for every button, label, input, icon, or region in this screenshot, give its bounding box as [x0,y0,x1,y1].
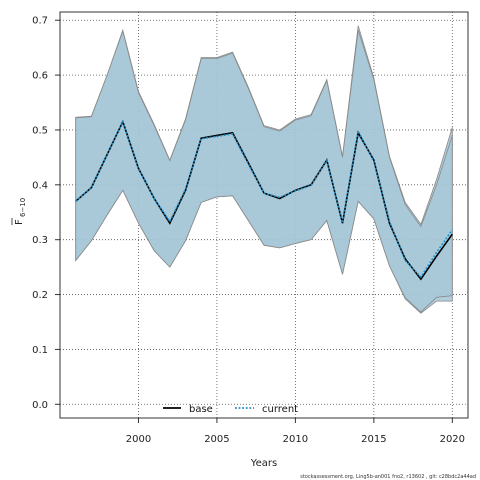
confidence-band-current [75,29,453,313]
y-axis-title: F 6−10 [11,198,27,225]
y-axis-title-subscript: 6−10 [19,198,27,217]
y-axis-ticks: 0.0 0.1 0.2 0.3 0.4 0.5 0.6 0.7 [32,16,60,411]
x-axis-ticks: 2000 2005 2010 2015 2020 [126,418,465,445]
series-lines [75,119,453,281]
footnote: stockassessment.org, Ling5b-an001 fno2, … [300,474,476,480]
x-tick-label-3: 2015 [361,434,386,445]
y-axis-title-main: F [14,219,25,225]
x-axis-title: Years [250,458,277,469]
series-line-current [75,119,453,279]
y-tick-label-0: 0.0 [32,400,48,411]
y-tick-label-4: 0.4 [32,180,48,191]
x-tick-label-2: 2010 [283,434,308,445]
confidence-bands [75,25,453,314]
legend: base current [163,404,298,415]
legend-label-base: base [189,404,213,415]
y-tick-label-1: 0.1 [32,345,48,356]
y-tick-label-6: 0.6 [32,71,48,82]
x-tick-label-0: 2000 [126,434,151,445]
x-tick-label-4: 2020 [440,434,465,445]
y-tick-label-5: 0.5 [32,125,48,136]
y-tick-label-7: 0.7 [32,16,48,27]
plot-frame [59,11,469,419]
y-tick-label-2: 0.2 [32,290,48,301]
y-tick-label-3: 0.3 [32,235,48,246]
x-tick-label-1: 2005 [204,434,229,445]
legend-label-current: current [262,404,298,415]
